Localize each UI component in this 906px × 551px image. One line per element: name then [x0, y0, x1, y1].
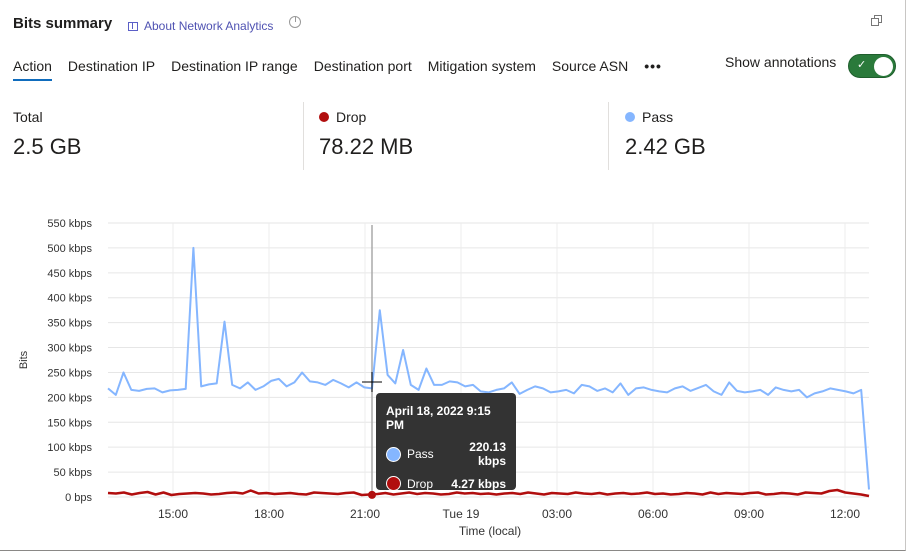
x-tick-label: 03:00: [542, 507, 572, 521]
x-tick-label: 15:00: [158, 507, 188, 521]
y-tick-label: 350 kbps: [47, 318, 92, 330]
tooltip-row-drop: Drop 4.27 kbps: [386, 476, 506, 491]
y-axis-title: Bits: [18, 350, 30, 369]
history-clock-icon[interactable]: [289, 16, 301, 28]
about-link-label: About Network Analytics: [144, 19, 274, 33]
y-tick-label: 500 kbps: [47, 243, 92, 255]
y-tick-label: 400 kbps: [47, 293, 92, 305]
hover-point-drop: [368, 490, 376, 499]
drop-legend-dot: [319, 112, 329, 122]
series-line-drop: [107, 488, 870, 498]
stat-value: 2.42 GB: [625, 134, 706, 159]
y-tick-label: 450 kbps: [47, 268, 92, 280]
x-tick-label: 09:00: [734, 507, 764, 521]
stat-pass: Pass 2.42 GB: [608, 102, 898, 170]
tab-action[interactable]: Action: [13, 58, 52, 81]
stat-label: Pass: [642, 109, 674, 125]
tooltip-series-name: Drop: [407, 476, 434, 491]
show-annotations-toggle[interactable]: ✓: [848, 54, 896, 78]
stat-label: Total: [13, 109, 43, 125]
tab-destination-port[interactable]: Destination port: [313, 58, 412, 74]
x-tick-label: 06:00: [638, 507, 668, 521]
tooltip-date: April 18, 2022 9:15 PM: [386, 404, 491, 432]
x-tick-label: 12:00: [830, 507, 860, 521]
about-network-analytics-link[interactable]: About Network Analytics: [128, 19, 273, 33]
stat-value: 2.5 GB: [13, 134, 82, 159]
y-tick-label: 0 bps: [65, 492, 92, 504]
bits-line-chart[interactable]: 0 bps 50 kbps 100 kbps 150 kbps 200 kbps 250 …: [0, 200, 906, 545]
tab-source-asn[interactable]: Source ASN: [551, 58, 629, 74]
stat-total: Total 2.5 GB: [0, 102, 303, 170]
x-tick-label: 18:00: [254, 507, 284, 521]
tab-destination-ip[interactable]: Destination IP: [67, 58, 156, 74]
y-tick-label: 200 kbps: [47, 392, 92, 404]
y-tick-label: 300 kbps: [47, 343, 92, 355]
tooltip-row-pass: Pass 220.13 kbps: [386, 440, 506, 468]
tooltip-series-value: 220.13 kbps: [469, 440, 506, 468]
y-tick-label: 100 kbps: [47, 442, 92, 454]
tab-destination-ip-range[interactable]: Destination IP range: [171, 58, 298, 74]
checkmark-icon: ✓: [857, 59, 867, 71]
x-axis-title: Time (local): [459, 524, 521, 538]
crosshair-cursor-icon: [362, 372, 382, 392]
more-tabs-button[interactable]: •••: [644, 58, 662, 74]
tooltip-series-value: 4.27 kbps: [451, 476, 506, 491]
y-tick-label: 50 kbps: [53, 467, 92, 479]
tab-bar: Action Destination IP Destination IP ran…: [13, 58, 662, 81]
pass-legend-dot: [625, 112, 635, 122]
stat-label: Drop: [336, 109, 367, 125]
chart-tooltip: April 18, 2022 9:15 PM Pass 220.13 kbps D…: [376, 393, 516, 491]
show-annotations-label: Show annotations: [725, 54, 837, 70]
card-title: Bits summary: [13, 15, 113, 32]
y-tick-label: 250 kbps: [47, 367, 92, 379]
book-icon: [128, 21, 138, 31]
stat-drop: Drop 78.22 MB: [303, 102, 608, 170]
tooltip-series-name: Pass: [407, 447, 434, 461]
stat-value: 78.22 MB: [319, 134, 414, 159]
y-tick-label: 550 kbps: [47, 218, 92, 230]
series-line-pass: [107, 246, 870, 490]
y-tick-label: 150 kbps: [47, 417, 92, 429]
copy-icon[interactable]: [871, 15, 883, 27]
x-tick-label: 21:00: [350, 507, 380, 521]
x-tick-label: Tue 19: [443, 507, 480, 521]
tab-mitigation-system[interactable]: Mitigation system: [427, 58, 536, 74]
